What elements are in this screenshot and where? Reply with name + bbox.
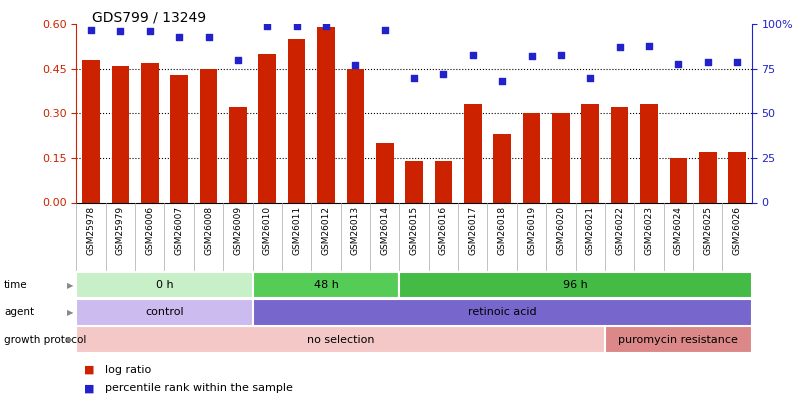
Point — [114, 28, 127, 35]
Text: no selection: no selection — [307, 335, 374, 345]
Text: GSM26011: GSM26011 — [291, 206, 301, 255]
Bar — [287, 39, 305, 202]
Point — [700, 58, 713, 65]
Bar — [76, 326, 604, 353]
Text: GSM26007: GSM26007 — [174, 206, 183, 255]
Text: ▶: ▶ — [67, 281, 73, 290]
Bar — [728, 152, 745, 202]
Bar — [669, 158, 687, 202]
Point — [349, 62, 361, 68]
Text: GSM26020: GSM26020 — [556, 206, 565, 255]
Text: GSM26008: GSM26008 — [204, 206, 213, 255]
Bar — [82, 60, 100, 202]
Point — [231, 57, 244, 63]
Bar — [229, 107, 247, 202]
Point — [319, 23, 332, 29]
Point — [377, 26, 390, 33]
Text: GSM26021: GSM26021 — [585, 206, 594, 255]
Text: GSM26013: GSM26013 — [350, 206, 360, 255]
Point — [260, 23, 273, 29]
Bar — [399, 272, 751, 298]
Text: GSM26017: GSM26017 — [467, 206, 477, 255]
Bar — [463, 104, 481, 202]
Bar — [76, 272, 252, 298]
Text: time: time — [4, 280, 27, 290]
Bar — [376, 143, 393, 202]
Bar — [258, 54, 275, 202]
Point — [642, 43, 654, 49]
Point — [290, 23, 303, 29]
Bar — [639, 104, 657, 202]
Bar — [316, 27, 334, 202]
Text: GSM26006: GSM26006 — [145, 206, 154, 255]
Text: GSM26009: GSM26009 — [233, 206, 242, 255]
Text: control: control — [145, 307, 184, 318]
Point — [613, 44, 626, 51]
Text: GSM25979: GSM25979 — [116, 206, 124, 255]
Point — [671, 60, 684, 67]
Text: retinoic acid: retinoic acid — [467, 307, 536, 318]
Text: ■: ■ — [84, 383, 95, 393]
Point — [554, 51, 567, 58]
Text: agent: agent — [4, 307, 34, 318]
Bar — [434, 161, 451, 202]
Point — [143, 28, 156, 35]
Bar — [112, 66, 129, 202]
Text: GSM26023: GSM26023 — [644, 206, 653, 255]
Text: GSM26010: GSM26010 — [263, 206, 271, 255]
Point — [202, 34, 214, 40]
Bar — [76, 299, 252, 326]
Bar — [522, 113, 540, 202]
Text: GSM26024: GSM26024 — [673, 206, 682, 255]
Text: GSM26019: GSM26019 — [526, 206, 536, 255]
Text: GSM26015: GSM26015 — [409, 206, 418, 255]
Text: 0 h: 0 h — [156, 280, 173, 290]
Point — [173, 34, 185, 40]
Bar — [170, 75, 188, 202]
Text: GSM26012: GSM26012 — [321, 206, 330, 255]
Text: 48 h: 48 h — [313, 280, 338, 290]
Text: puromycin resistance: puromycin resistance — [618, 335, 737, 345]
Bar — [581, 104, 598, 202]
Text: 96 h: 96 h — [562, 280, 587, 290]
Point — [84, 26, 97, 33]
Bar — [552, 113, 569, 202]
Bar — [141, 63, 158, 202]
Text: GSM26025: GSM26025 — [703, 206, 711, 255]
Bar — [698, 152, 715, 202]
Point — [583, 75, 596, 81]
Point — [466, 51, 479, 58]
Bar — [610, 107, 628, 202]
Text: log ratio: log ratio — [104, 365, 151, 375]
Bar — [405, 161, 422, 202]
Text: GSM26018: GSM26018 — [497, 206, 506, 255]
Point — [407, 75, 420, 81]
Point — [437, 71, 450, 77]
Text: GSM26014: GSM26014 — [380, 206, 389, 255]
Bar — [199, 69, 217, 202]
Point — [524, 53, 537, 60]
Text: percentile rank within the sample: percentile rank within the sample — [104, 383, 292, 393]
Text: growth protocol: growth protocol — [4, 335, 86, 345]
Point — [730, 58, 743, 65]
Bar — [493, 134, 511, 202]
Text: ■: ■ — [84, 365, 95, 375]
Text: GSM25978: GSM25978 — [87, 206, 96, 255]
Text: GSM26016: GSM26016 — [438, 206, 447, 255]
Text: GSM26022: GSM26022 — [614, 206, 623, 255]
Bar — [604, 326, 751, 353]
Bar — [346, 69, 364, 202]
Text: ▶: ▶ — [67, 335, 73, 344]
Text: ▶: ▶ — [67, 308, 73, 317]
Text: GDS799 / 13249: GDS799 / 13249 — [92, 10, 206, 24]
Bar — [252, 299, 751, 326]
Text: GSM26026: GSM26026 — [732, 206, 740, 255]
Bar — [252, 272, 399, 298]
Point — [495, 78, 508, 85]
